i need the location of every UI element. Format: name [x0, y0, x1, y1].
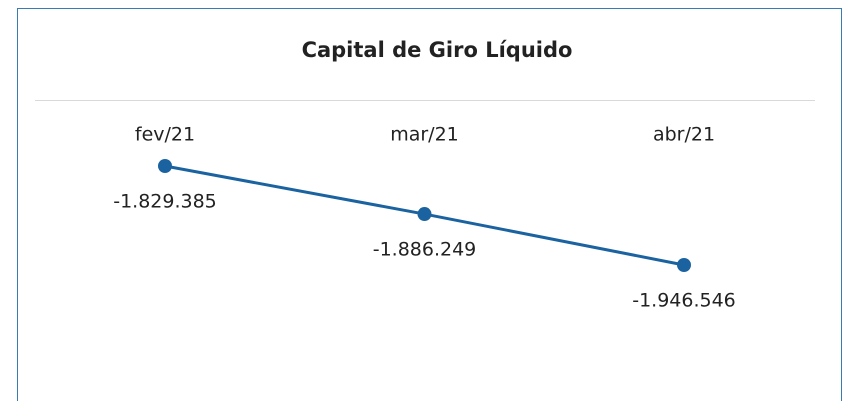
point [158, 159, 172, 173]
point [677, 258, 691, 272]
point [417, 207, 432, 222]
frame [17, 8, 842, 401]
category-label: fev/21 [135, 124, 195, 146]
category-label: mar/21 [390, 124, 459, 146]
value-label: -1.886.249 [373, 239, 477, 261]
category-label: abr/21 [653, 124, 715, 146]
chart-title: Capital de Giro Líquido [302, 38, 573, 62]
value-label: -1.829.385 [113, 191, 217, 213]
value-label: -1.946.546 [632, 290, 736, 312]
